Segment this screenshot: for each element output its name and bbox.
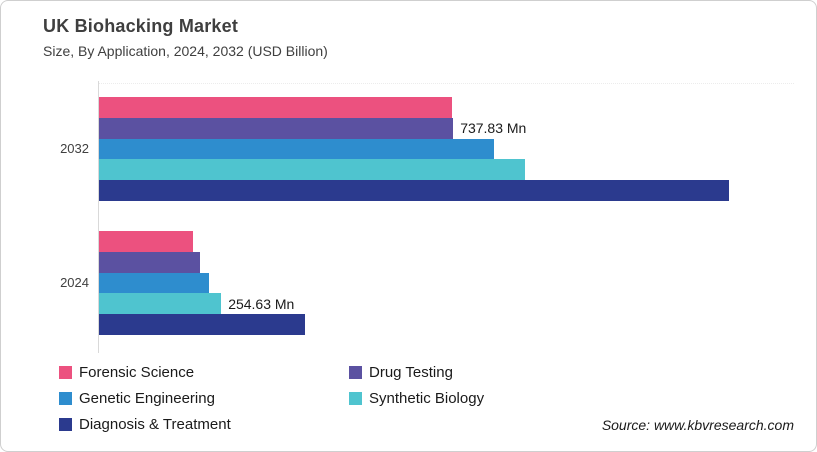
legend-swatch-icon [59, 391, 72, 405]
plot-top-gridline [98, 83, 794, 84]
bar-row-2032-drug-testing: 737.83 Mn [99, 117, 729, 139]
y-axis-line [98, 81, 99, 353]
bar-row-2024-synthetic-biology: 254.63 Mn [99, 293, 305, 315]
source-credit: Source: www.kbvresearch.com [601, 417, 794, 433]
bar-row-2032-synthetic-biology [99, 159, 729, 181]
legend-item-drug-testing: Drug Testing [349, 359, 484, 385]
bar-row-2024-drug-testing [99, 251, 305, 273]
bar-2024-diagnosis-treatment [99, 314, 305, 335]
page-title: UK Biohacking Market [43, 16, 239, 36]
legend-label: Forensic Science [79, 363, 195, 381]
legend-item-forensic-science: Forensic Science [59, 359, 349, 385]
bar-2024-forensic-science [99, 231, 193, 252]
bar-2032-forensic-science [99, 97, 452, 118]
chart-subtitle: Size, By Application, 2024, 2032 (USD Bi… [43, 43, 328, 60]
y-tick-2024: 2024 [60, 275, 89, 290]
bar-row-2024-genetic-engineering [99, 272, 305, 294]
bar-2024-synthetic-biology [99, 293, 222, 315]
bar-2024-drug-testing [99, 251, 200, 273]
legend-swatch-icon [349, 365, 362, 379]
legend-swatch-icon [59, 417, 72, 431]
bar-row-2024-forensic-science [99, 231, 305, 252]
legend-item-diagnosis-treatment: Diagnosis & Treatment [59, 411, 349, 437]
legend-label: Diagnosis & Treatment [79, 415, 231, 433]
bar-2032-synthetic-biology [99, 159, 526, 181]
legend-label: Synthetic Biology [369, 389, 485, 407]
data-label-2024-synthetic-biology: 254.63 Mn [228, 295, 295, 312]
legend-swatch-icon [349, 391, 362, 405]
legend-item-genetic-engineering: Genetic Engineering [59, 385, 349, 411]
bar-2032-drug-testing [99, 117, 454, 139]
bar-group-2024: 254.63 Mn [99, 231, 305, 335]
bar-row-2032-genetic-engineering [99, 138, 729, 160]
bar-row-2032-diagnosis-treatment [99, 180, 730, 201]
legend-label: Drug Testing [369, 363, 453, 381]
data-label-2032-drug-testing: 737.83 Mn [460, 120, 527, 137]
bar-group-2032: 737.83 Mn [99, 97, 730, 201]
bar-2032-diagnosis-treatment [99, 180, 730, 201]
legend-item-synthetic-biology: Synthetic Biology [349, 385, 484, 411]
bar-2024-genetic-engineering [99, 272, 209, 294]
bar-2032-genetic-engineering [99, 138, 494, 160]
legend: Forensic Science Drug Testing Genetic Engi… [59, 359, 484, 437]
legend-label: Genetic Engineering [79, 389, 215, 407]
legend-swatch-icon [59, 365, 72, 379]
bar-row-2032-forensic-science [99, 97, 729, 118]
y-tick-2032: 2032 [60, 141, 89, 156]
bar-row-2024-diagnosis-treatment [99, 314, 305, 335]
chart-header: UK Biohacking Market Size, By Applicatio… [43, 15, 328, 61]
